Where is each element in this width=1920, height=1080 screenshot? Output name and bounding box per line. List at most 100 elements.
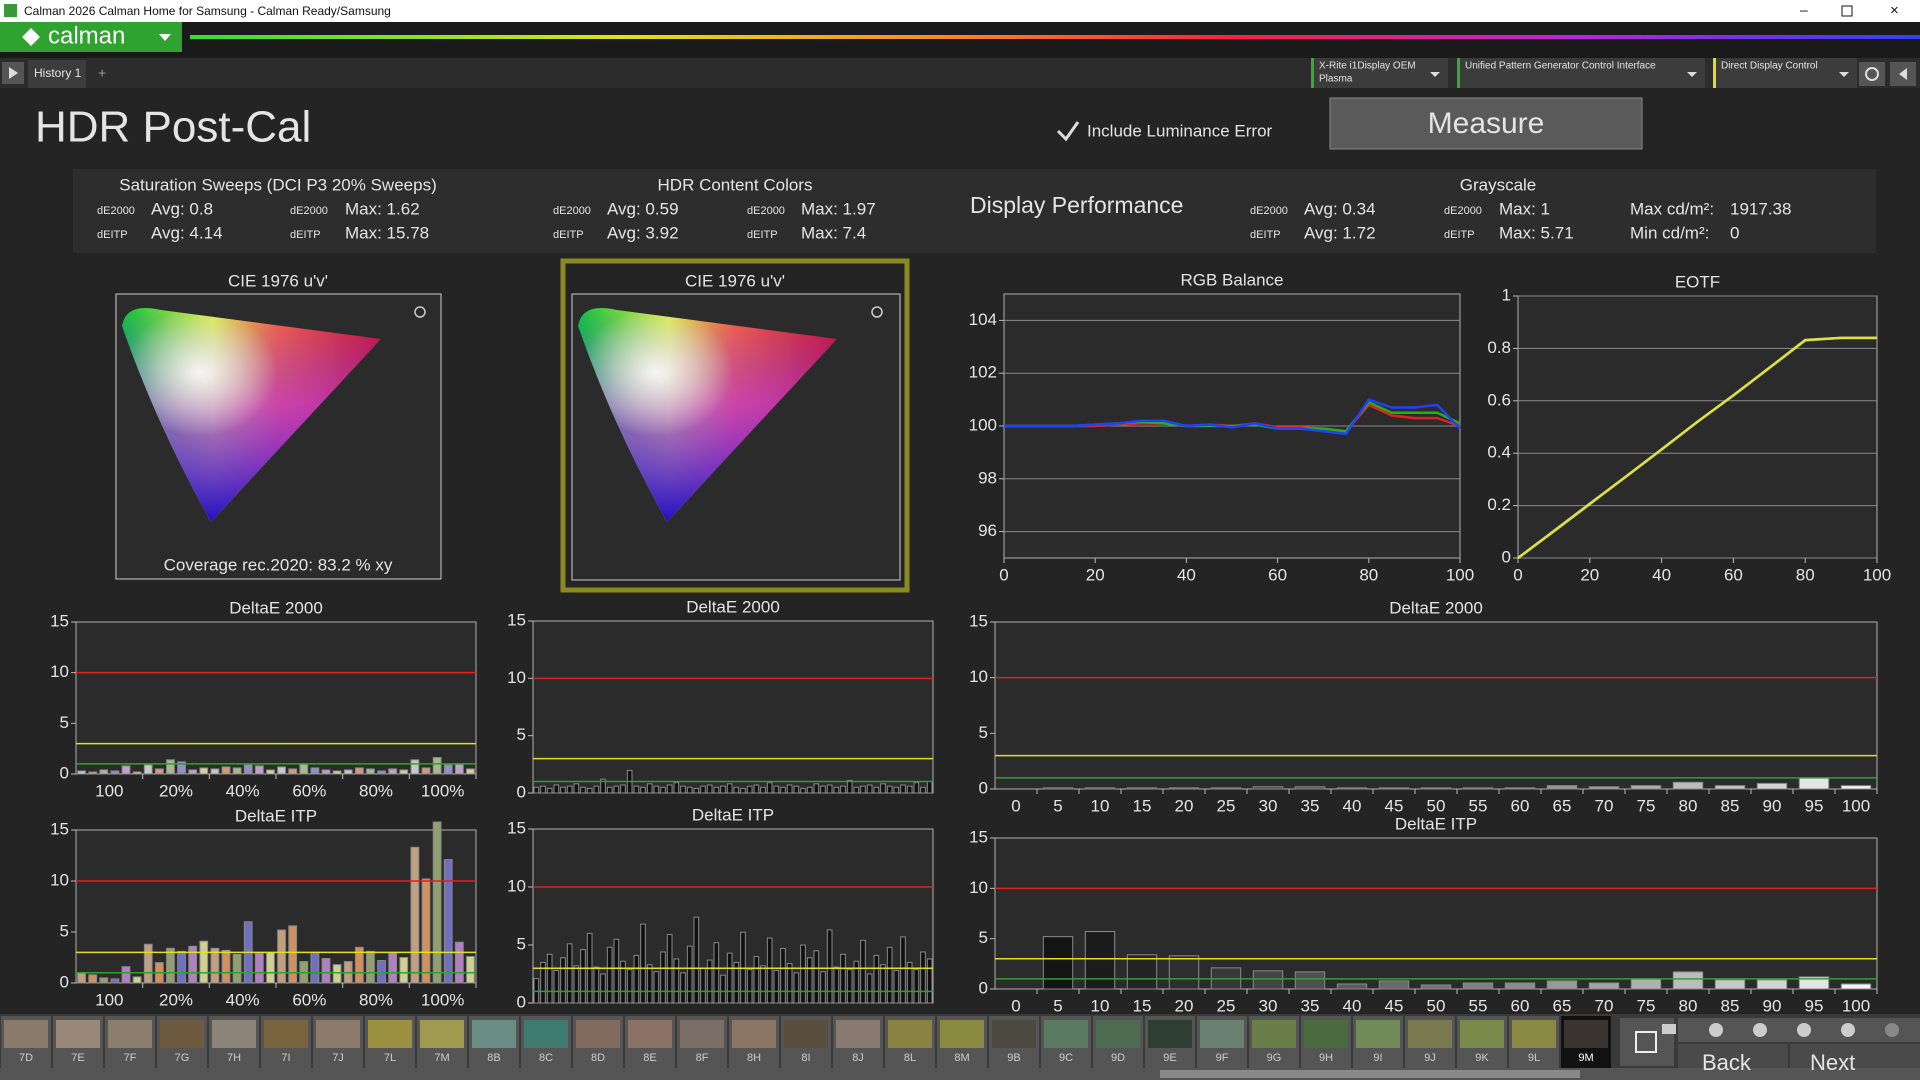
swatch-color — [1148, 1020, 1192, 1048]
bar — [1546, 980, 1578, 990]
bar — [846, 968, 853, 1004]
stop-round-icon[interactable] — [1709, 1023, 1723, 1037]
y-tick-label: 104 — [969, 310, 997, 329]
next-label: Next — [1810, 1050, 1855, 1075]
bar — [786, 784, 793, 794]
bar — [266, 951, 275, 984]
x-tick-label: 20 — [1086, 565, 1105, 584]
bar — [613, 938, 620, 1004]
bar — [553, 970, 560, 1004]
maximize-button[interactable] — [1841, 5, 1853, 17]
stop-icon — [1635, 1031, 1657, 1053]
x-tick-label: 10 — [1091, 996, 1110, 1015]
y-tick-label: 0.2 — [1487, 495, 1511, 514]
x-tick-label: 45 — [1385, 796, 1404, 815]
bar — [726, 783, 733, 794]
settings-button[interactable] — [1859, 62, 1885, 86]
x-tick-label: 20 — [1175, 796, 1194, 815]
x-tick-label: 55 — [1469, 996, 1488, 1015]
bar — [820, 971, 826, 1004]
swatch-label: 7G — [175, 1052, 190, 1064]
bar — [1798, 777, 1830, 790]
metric-value: Avg: 0.59 — [607, 199, 679, 218]
metric-label: dE2000 — [1444, 205, 1482, 217]
x-tick-label: 80 — [1679, 796, 1698, 815]
bar — [826, 784, 833, 794]
bar — [443, 859, 453, 984]
bar — [640, 786, 646, 794]
bar — [1798, 976, 1830, 990]
x-tick-label: 40% — [226, 990, 260, 1009]
y-tick-label: 5 — [517, 934, 526, 953]
bar — [606, 786, 613, 794]
bar — [873, 786, 880, 794]
device-selector[interactable] — [1311, 58, 1448, 88]
bar — [1420, 984, 1452, 990]
x-tick-label: 100 — [95, 990, 123, 1009]
bar — [560, 786, 566, 794]
y-tick-label: 100 — [969, 415, 997, 434]
checkbox-label[interactable]: Include Luminance Error — [1087, 121, 1273, 140]
y-tick-label: 0 — [60, 763, 69, 782]
bar — [1336, 983, 1368, 990]
zoom-icon[interactable] — [871, 306, 883, 318]
y-tick-label: 15 — [507, 610, 526, 629]
tab[interactable] — [28, 60, 86, 88]
back-button[interactable] — [1678, 1044, 1788, 1068]
x-tick-label: 60 — [1511, 996, 1530, 1015]
swatch-label: 9E — [1163, 1052, 1176, 1064]
bar — [540, 785, 546, 794]
scrollbar — [0, 1068, 1920, 1080]
zoom-icon[interactable] — [414, 306, 426, 318]
y-tick-label: 0 — [517, 782, 526, 801]
x-tick-label: 0 — [1513, 565, 1522, 584]
play-round-icon[interactable] — [1753, 1023, 1767, 1037]
y-tick-label: 15 — [507, 818, 526, 837]
logo-menu-arrow[interactable] — [159, 34, 171, 41]
scrollbar-thumb[interactable] — [1160, 1070, 1580, 1078]
save-icon[interactable] — [1797, 1023, 1811, 1037]
metric-label: dE2000 — [1250, 205, 1288, 217]
loop-icon[interactable] — [1841, 1023, 1855, 1037]
device-selector[interactable] — [1457, 58, 1705, 88]
chart-title: EOTF — [1675, 272, 1720, 291]
bar — [533, 786, 540, 794]
x-tick-label: 20 — [1175, 996, 1194, 1015]
bar — [653, 971, 660, 1004]
metric-value: Min cd/m²: — [1630, 223, 1709, 242]
measure-button[interactable] — [1329, 97, 1643, 150]
bar — [310, 951, 320, 984]
swatch-label: 9H — [1319, 1052, 1333, 1064]
swatch-color — [212, 1020, 256, 1048]
bar — [1588, 982, 1620, 990]
x-tick-label: 60 — [1268, 565, 1287, 584]
checkbox[interactable] — [1056, 121, 1080, 142]
bar — [633, 954, 640, 1004]
close-button[interactable]: × — [1890, 2, 1899, 19]
bar — [880, 964, 886, 1004]
bar — [880, 783, 886, 794]
x-tick-label: 60 — [1511, 796, 1530, 815]
refresh-icon[interactable] — [1885, 1023, 1899, 1037]
next-button[interactable] — [1790, 1044, 1920, 1068]
x-tick-label: 95 — [1805, 796, 1824, 815]
bar — [1084, 931, 1116, 990]
swatch-color — [524, 1020, 568, 1048]
y-tick-label: 0.6 — [1487, 390, 1511, 409]
bar — [693, 787, 700, 794]
bar — [1840, 785, 1872, 790]
control-icon — [1662, 1024, 1676, 1034]
bar — [546, 953, 553, 1004]
plot-area — [75, 829, 477, 984]
y-tick-label: 0 — [979, 978, 988, 997]
add-tab[interactable]: + — [98, 65, 106, 81]
chart-title: DeltaE ITP — [692, 805, 774, 824]
device-selector[interactable] — [1713, 58, 1857, 88]
minimize-button[interactable]: – — [1800, 2, 1808, 18]
swatch-label: 9B — [1007, 1052, 1020, 1064]
bar — [1462, 787, 1494, 790]
swatch-color — [472, 1020, 516, 1048]
x-tick-label: 70 — [1595, 996, 1614, 1015]
y-tick-label: 0.4 — [1487, 443, 1511, 462]
swatch-color — [1460, 1020, 1504, 1048]
